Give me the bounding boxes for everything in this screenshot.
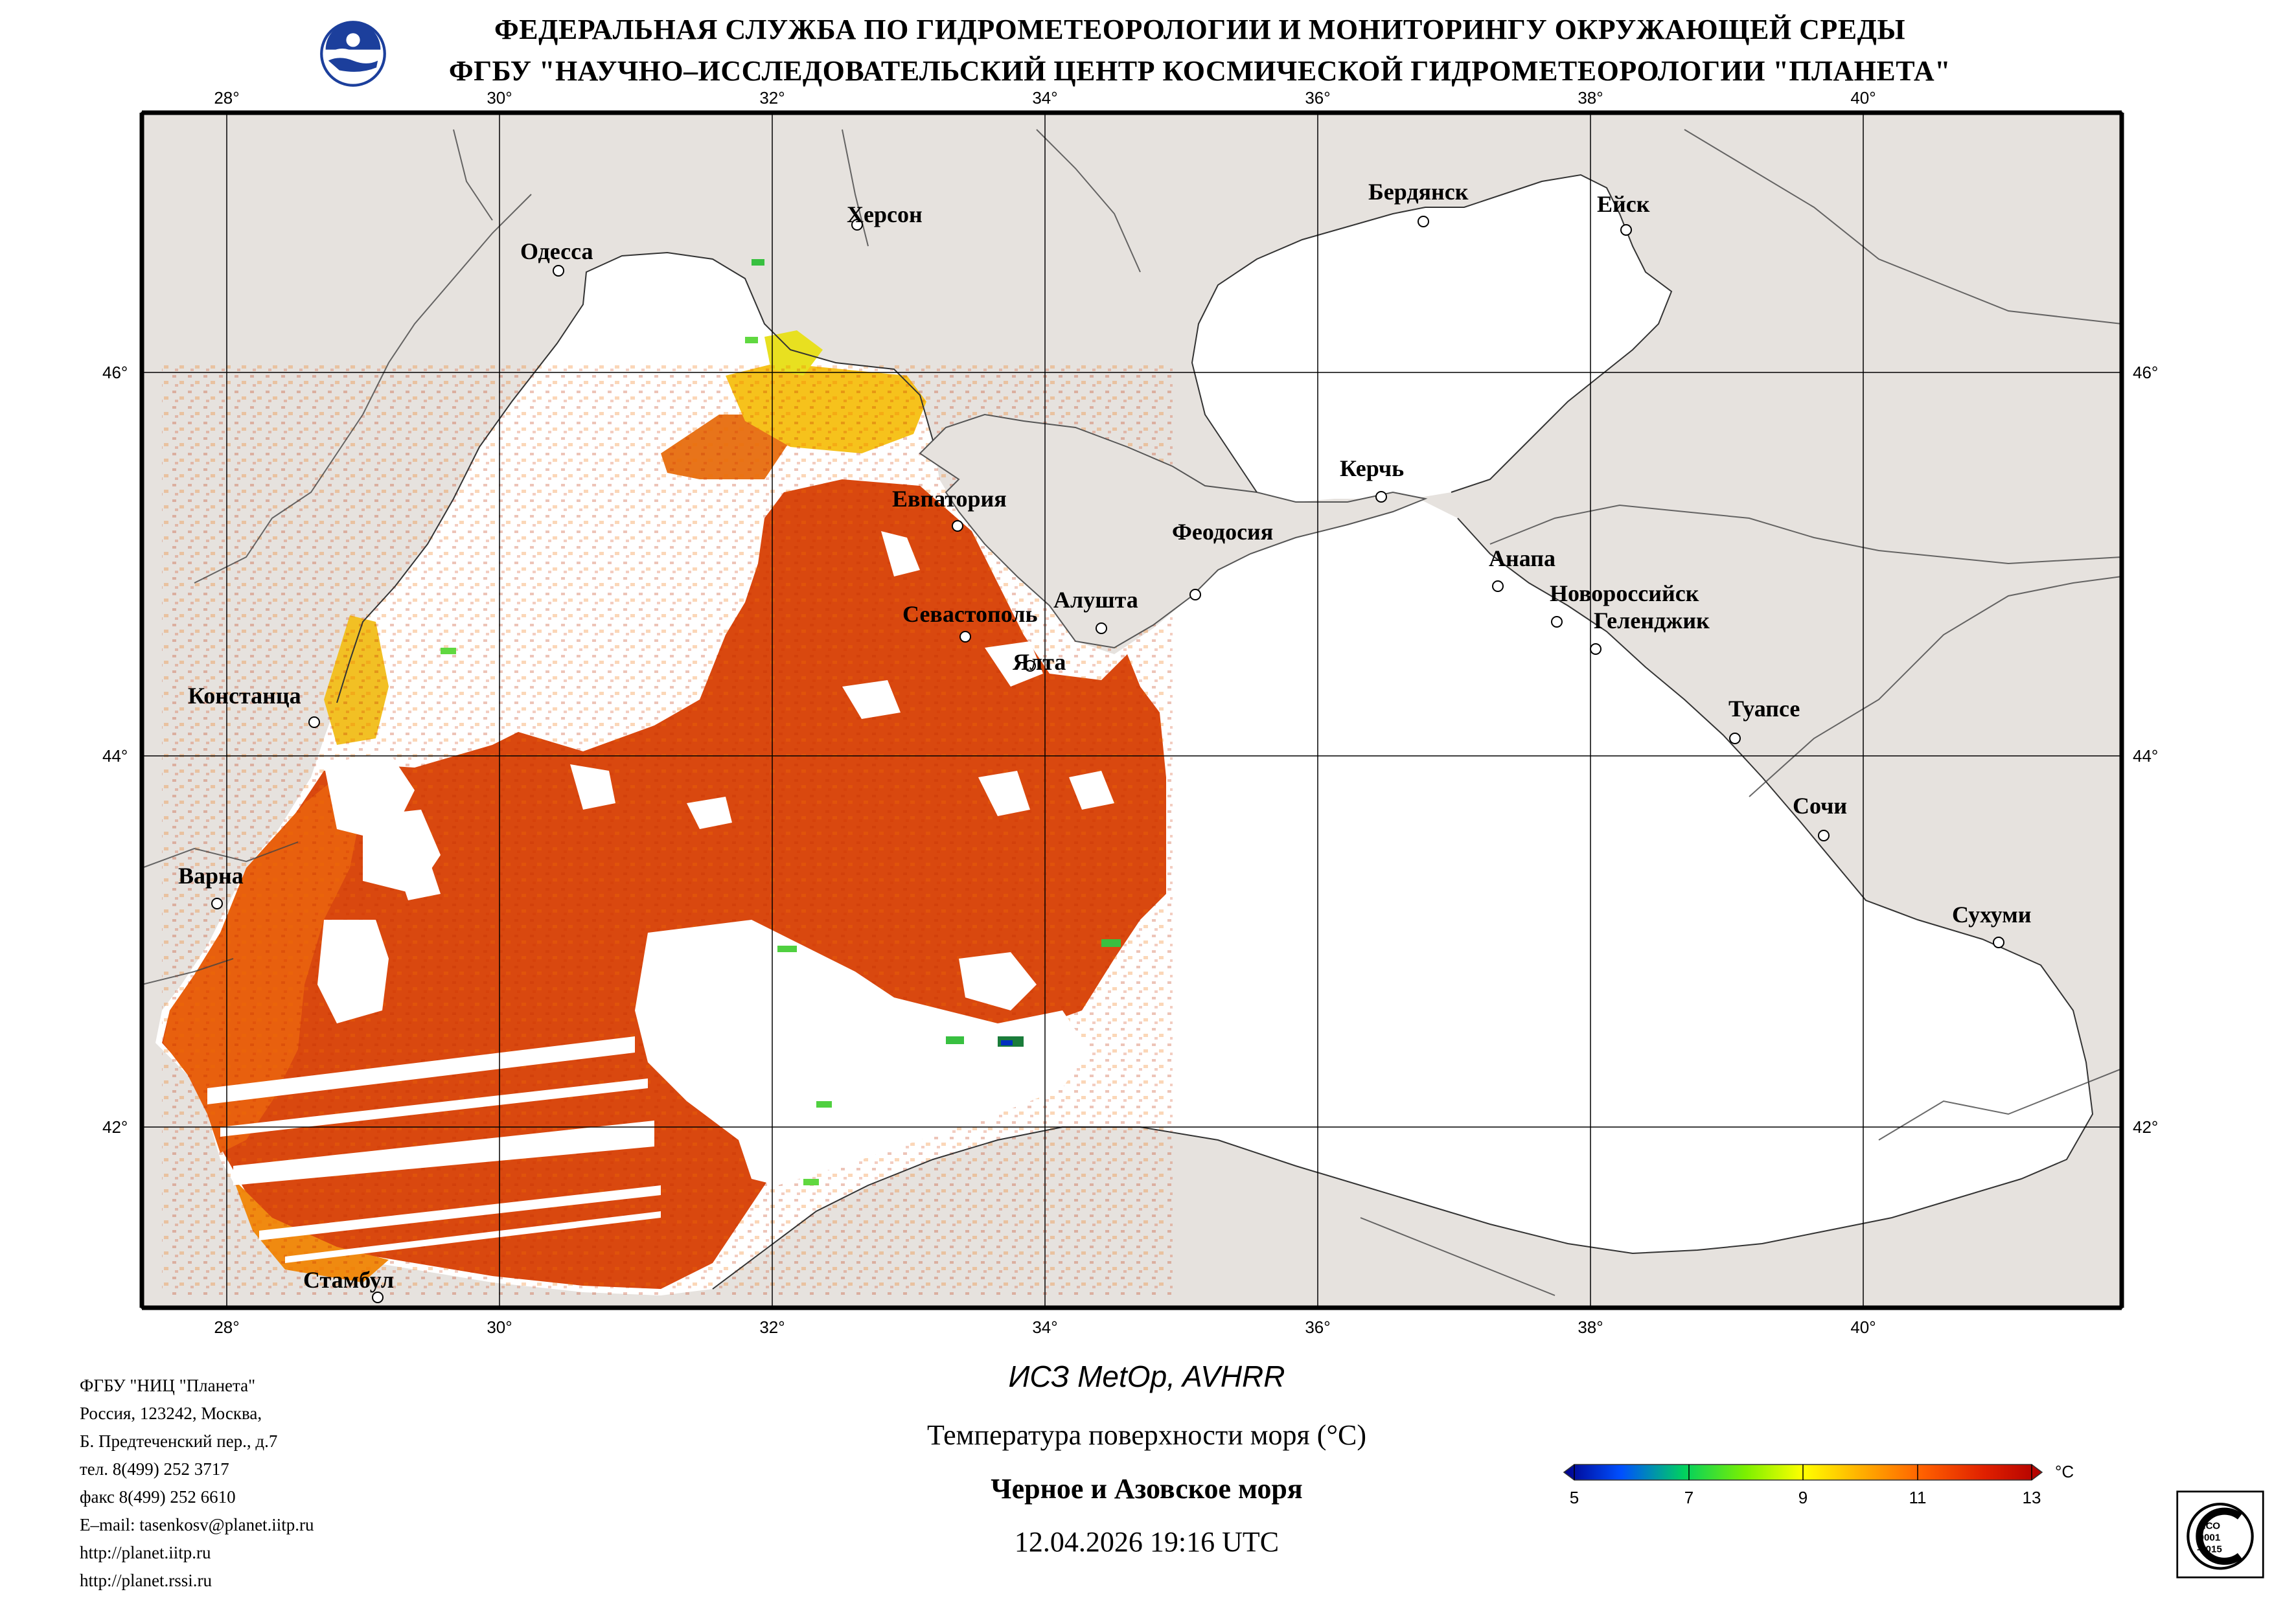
lon-label-top-40: 40° [1850,88,1876,108]
svg-text:Геленджик: Геленджик [1594,608,1710,633]
svg-text:Варна: Варна [178,863,244,889]
city-sochi: Сочи [1793,793,1847,841]
lon-label-bottom-32: 32° [759,1317,785,1337]
city-berdyansk: Бердянск [1368,179,1469,227]
svg-text:Евпатория: Евпатория [892,486,1007,512]
svg-text:Стамбул: Стамбул [303,1267,394,1293]
temperature-colorbar: 5 7 9 11 13 °C [1563,1462,2074,1507]
lat-label-right-46: 46° [2133,363,2158,382]
lon-label-bottom-40: 40° [1850,1317,1876,1337]
lat-label-right-44: 44° [2133,746,2158,766]
satellite-name: ИСЗ MetOp, AVHRR [1008,1360,1285,1393]
lon-label-bottom-34: 34° [1032,1317,1057,1337]
svg-text:Керчь: Керчь [1340,455,1404,481]
svg-text:Ялта: Ялта [1013,649,1066,675]
lon-label-top-36: 36° [1305,88,1330,108]
lon-label-top-28: 28° [214,88,239,108]
city-alushta: Алушта [1053,587,1138,634]
organization-contacts: ФГБУ "НИЦ "Планета" Россия, 123242, Моск… [80,1372,314,1595]
lon-label-bottom-36: 36° [1305,1317,1330,1337]
city-istanbul: Стамбул [303,1267,394,1303]
lon-label-top-32: 32° [759,88,785,108]
svg-text:Одесса: Одесса [520,238,593,264]
svg-text:Сухуми: Сухуми [1952,902,2032,928]
city-gelendzhik: Геленджик [1590,608,1710,655]
lon-label-top-30: 30° [487,88,512,108]
graticule [142,113,2122,1308]
svg-text:9001: 9001 [2199,1533,2221,1544]
city-tuapse: Туапсе [1728,696,1800,744]
svg-text:Севастополь: Севастополь [902,601,1038,627]
observation-datetime: 12.04.2026 19:16 UTC [1014,1526,1280,1558]
city-yalta: Ялта [1013,649,1066,675]
colorbar-tick: 5 [1570,1488,1579,1507]
svg-text:ИСО: ИСО [2199,1521,2220,1532]
city-yeysk: Ейск [1597,191,1650,236]
org-line: Б. Предтеченский пер., д.7 [80,1431,278,1451]
lon-label-bottom-38: 38° [1578,1317,1603,1337]
org-email[interactable]: E–mail: tasenkosv@planet.iitp.ru [80,1515,314,1534]
colorbar-tick: 13 [2023,1488,2041,1507]
svg-text:Новороссийск: Новороссийск [1550,580,1699,606]
cloud-gaps [207,531,1114,1263]
city-yevpatoria: Евпатория [892,486,1007,532]
svg-text:Алушта: Алушта [1053,587,1138,613]
city-varna: Варна [178,863,244,909]
org-line: ФГБУ "НИЦ "Планета" [80,1376,256,1395]
city-kherson: Херсон [847,201,923,231]
city-odessa: Одесса [520,238,593,277]
lon-label-top-34: 34° [1032,88,1057,108]
lat-label-left-44: 44° [102,746,128,766]
city-anapa: Анапа [1489,545,1556,592]
header-title-line1: ФЕДЕРАЛЬНАЯ СЛУЖБА ПО ГИДРОМЕТЕОРОЛОГИИ … [494,14,1906,45]
svg-text:Констанца: Констанца [188,683,301,709]
city-feodosia: Феодосия [1172,519,1273,600]
org-link[interactable]: http://planet.iitp.ru [80,1543,211,1562]
region-title: Черное и Азовское моря [991,1473,1303,1505]
svg-text:Ейск: Ейск [1597,191,1650,217]
lat-label-right-42: 42° [2133,1117,2158,1137]
iso-certificate-icon: ИСО 9001 -2015 [2176,1490,2264,1579]
cold-spots [441,259,1121,1185]
city-kerch: Керчь [1340,455,1404,503]
svg-text:-2015: -2015 [2197,1544,2222,1555]
planeta-logo-icon [320,21,386,87]
org-line: факс 8(499) 252 6610 [80,1487,236,1507]
colorbar-tick: 11 [1909,1488,1927,1507]
crimea-land [919,413,1428,649]
svg-text:Туапсе: Туапсе [1728,696,1800,722]
colorbar-tick: 9 [1798,1488,1808,1507]
city-constanta: Констанца [188,683,320,728]
azov-sea-water [1192,175,1671,502]
svg-text:Феодосия: Феодосия [1172,519,1273,545]
city-sevastopol: Севастополь [902,601,1038,643]
lon-label-bottom-30: 30° [487,1317,512,1337]
svg-text:Бердянск: Бердянск [1368,179,1469,205]
colorbar-tick: 7 [1684,1488,1693,1507]
city-sukhumi: Сухуми [1952,902,2032,948]
svg-text:Анапа: Анапа [1489,545,1556,571]
org-line: тел. 8(499) 252 3717 [80,1459,229,1479]
lat-label-left-42: 42° [102,1117,128,1137]
svg-text:Сочи: Сочи [1793,793,1847,819]
svg-text:Херсон: Херсон [847,201,923,227]
org-line: Россия, 123242, Москва, [80,1404,262,1423]
city-novorossiysk: Новороссийск [1550,580,1699,628]
colorbar-unit: °C [2055,1462,2074,1481]
parameter-title: Температура поверхности моря (°C) [926,1419,1367,1451]
frame-ticks [139,110,2124,1310]
lon-label-top-38: 38° [1578,88,1603,108]
lat-label-left-46: 46° [102,363,128,382]
header-title-line2: ФГБУ "НАУЧНО–ИССЛЕДОВАТЕЛЬСКИЙ ЦЕНТР КОС… [448,55,1951,87]
org-link[interactable]: http://planet.rssi.ru [80,1571,212,1590]
lon-label-bottom-28: 28° [214,1317,239,1337]
